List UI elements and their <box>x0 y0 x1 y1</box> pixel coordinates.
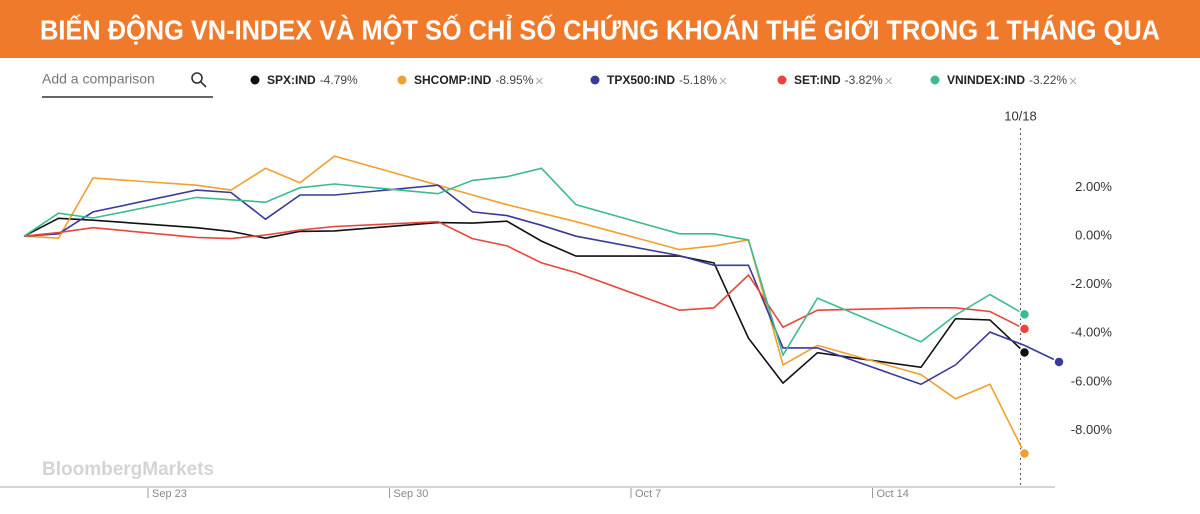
legend-text: SHCOMP:IND -8.95% <box>414 73 534 87</box>
end-marker <box>1053 356 1065 368</box>
series-line <box>23 217 1026 385</box>
legend-change: -4.79% <box>320 73 358 87</box>
legend-item: TPX500:IND -5.18% <box>590 73 727 87</box>
search-icon <box>191 72 207 88</box>
cursor-label: 10/18 <box>1004 108 1037 123</box>
end-marker <box>1018 308 1031 321</box>
legend-change: -3.22% <box>1029 73 1067 87</box>
legend-item: SHCOMP:IND -8.95% <box>397 73 543 87</box>
legend-name: TPX500:IND <box>607 73 675 87</box>
legend-swatch <box>590 75 600 85</box>
legend-text: TPX500:IND -5.18% <box>607 73 717 87</box>
remove-icon <box>719 77 727 85</box>
legend-name: SPX:IND <box>267 73 316 87</box>
legend-change: -3.82% <box>845 73 883 87</box>
end-marker <box>1018 447 1031 460</box>
remove-button[interactable] <box>719 77 727 85</box>
legend-change: -8.95% <box>495 73 533 87</box>
legend-text: SET:IND -3.82% <box>794 73 883 87</box>
legend-text: SPX:IND -4.79% <box>267 73 358 87</box>
y-tick-label: -2.00% <box>1071 276 1113 291</box>
series-line <box>23 167 1025 358</box>
title-banner <box>0 0 1200 58</box>
legend-name: SET:IND <box>794 73 841 87</box>
x-tick-label: Oct 7 <box>635 488 661 500</box>
remove-icon <box>536 77 543 85</box>
y-tick-label: 2.00% <box>1075 179 1112 194</box>
remove-button[interactable] <box>536 77 543 85</box>
y-tick-label: -6.00% <box>1071 373 1113 388</box>
comparison-input[interactable]: Add a comparison <box>42 71 155 87</box>
y-tick-label: 0.00% <box>1075 228 1112 243</box>
y-tick-label: -8.00% <box>1071 422 1113 437</box>
title: BIẾN ĐỘNG VN-INDEX VÀ MỘT SỐ CHỈ SỐ CHỨN… <box>40 13 1160 45</box>
series-line <box>23 155 1026 454</box>
watermark: BloombergMarkets <box>42 459 214 480</box>
x-tick-label: Sep 30 <box>394 488 429 500</box>
series-line <box>23 184 1060 386</box>
legend-text: VNINDEX:IND -3.22% <box>947 73 1067 87</box>
legend-item: SET:IND -3.82% <box>777 73 893 87</box>
remove-button[interactable] <box>885 77 893 85</box>
remove-icon <box>1069 77 1077 85</box>
x-tick-label: Sep 23 <box>152 488 187 500</box>
series-line <box>23 220 1025 330</box>
legend-swatch <box>930 75 940 85</box>
legend-swatch <box>250 75 260 85</box>
legend-swatch <box>777 75 787 85</box>
end-marker <box>1018 323 1031 335</box>
legend-name: SHCOMP:IND <box>414 73 492 87</box>
legend-change: -5.18% <box>679 73 717 87</box>
x-tick-label: Oct 14 <box>877 488 909 500</box>
remove-button[interactable] <box>1069 77 1077 85</box>
end-marker <box>1018 346 1031 359</box>
remove-icon <box>885 77 893 85</box>
legend-item: VNINDEX:IND -3.22% <box>930 73 1077 87</box>
legend-swatch <box>397 75 407 85</box>
legend-name: VNINDEX:IND <box>947 73 1025 87</box>
y-tick-label: -4.00% <box>1071 325 1113 340</box>
legend-item: SPX:IND -4.79% <box>250 73 358 87</box>
